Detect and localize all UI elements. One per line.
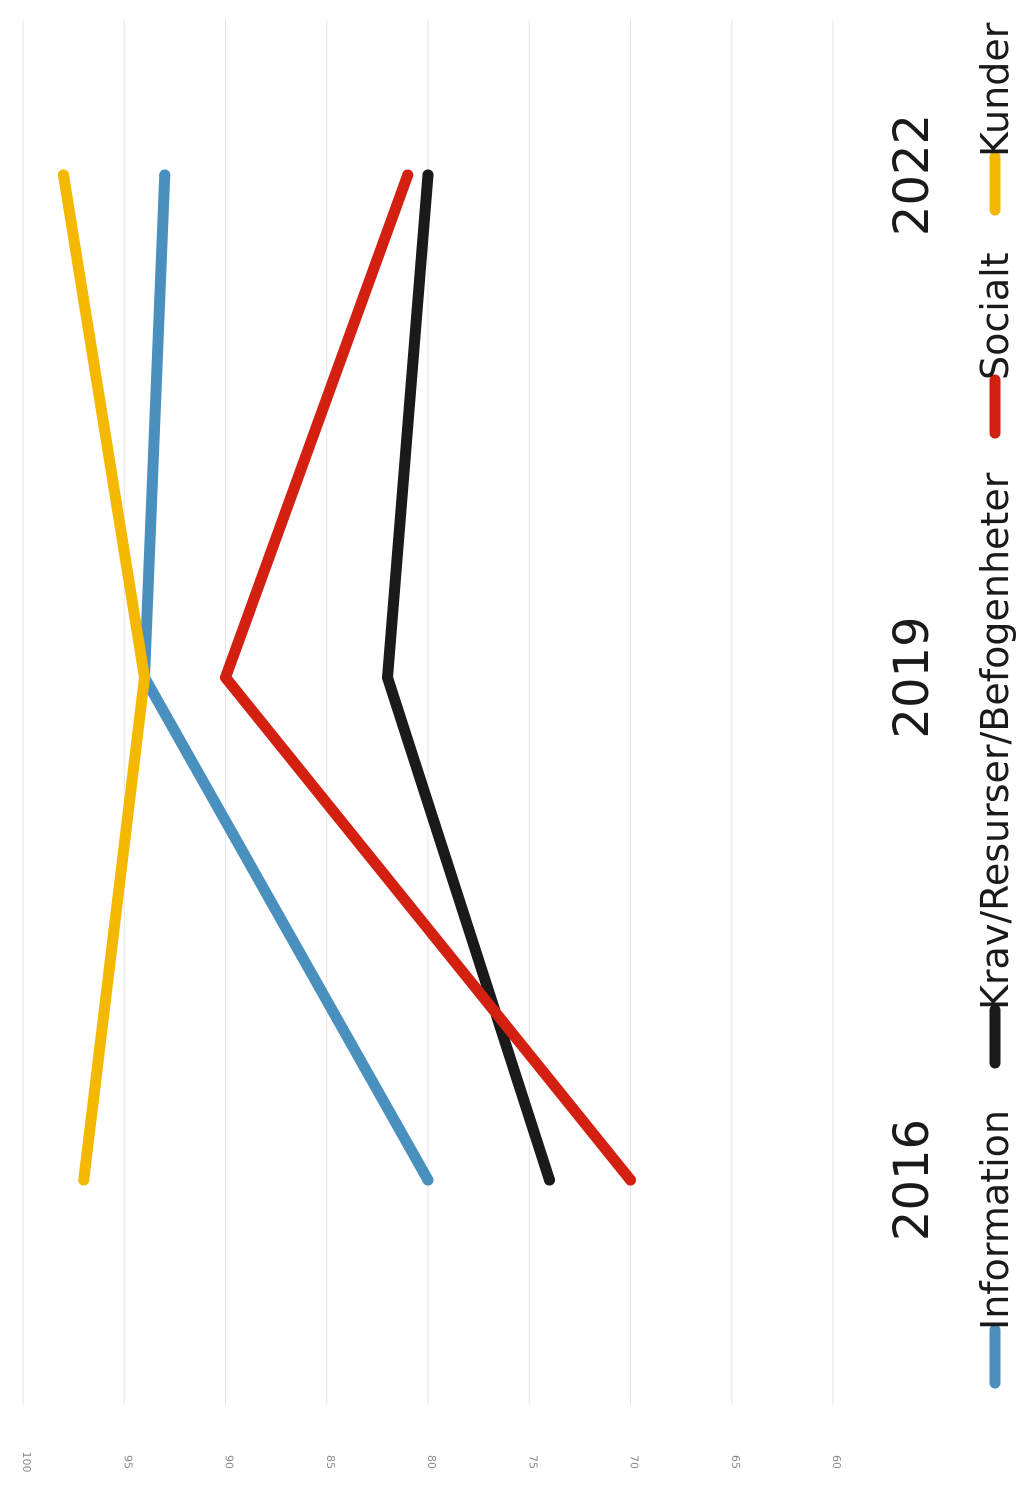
x-tick-label: 2019 <box>884 616 940 738</box>
data-point <box>422 169 434 181</box>
data-point <box>382 672 393 683</box>
y-tick-label: 85 <box>324 1455 337 1469</box>
legend: Information Krav/Resurser/Befogenheter Soc… <box>973 22 1017 1389</box>
data-point <box>78 1174 90 1186</box>
series-line-kunder <box>58 169 150 1186</box>
y-tick-label: 75 <box>526 1455 539 1469</box>
series-line-krav-resurser-befogenheter <box>382 169 555 1186</box>
data-point <box>220 672 231 683</box>
y-tick-label: 80 <box>425 1455 438 1469</box>
x-axis-ticks: 2016 2019 2022 <box>884 114 940 1241</box>
y-tick-label: 90 <box>223 1455 236 1469</box>
data-point <box>58 169 69 181</box>
legend-label: Kunder <box>973 22 1017 157</box>
y-tick-label: 65 <box>729 1455 742 1469</box>
y-tick-label: 100 <box>20 1452 33 1473</box>
data-point <box>544 1174 555 1186</box>
x-tick-label: 2022 <box>884 114 940 236</box>
data-point <box>139 672 150 683</box>
data-point <box>402 169 414 181</box>
y-tick-label: 60 <box>830 1455 843 1469</box>
legend-label: Information <box>973 1110 1017 1330</box>
legend-label: Krav/Resurser/Befogenheter <box>973 472 1017 1010</box>
data-point <box>422 1174 434 1186</box>
gridlines <box>22 20 834 1405</box>
y-tick-label: 95 <box>121 1455 134 1469</box>
y-axis-ticks: 60 65 70 75 80 85 90 95 100 <box>20 1452 843 1473</box>
legend-label: Socialt <box>973 252 1017 380</box>
y-tick-label: 70 <box>628 1455 641 1469</box>
data-point <box>625 1174 636 1186</box>
data-point <box>159 169 171 181</box>
series-lines <box>58 169 636 1186</box>
x-tick-label: 2016 <box>884 1119 940 1241</box>
